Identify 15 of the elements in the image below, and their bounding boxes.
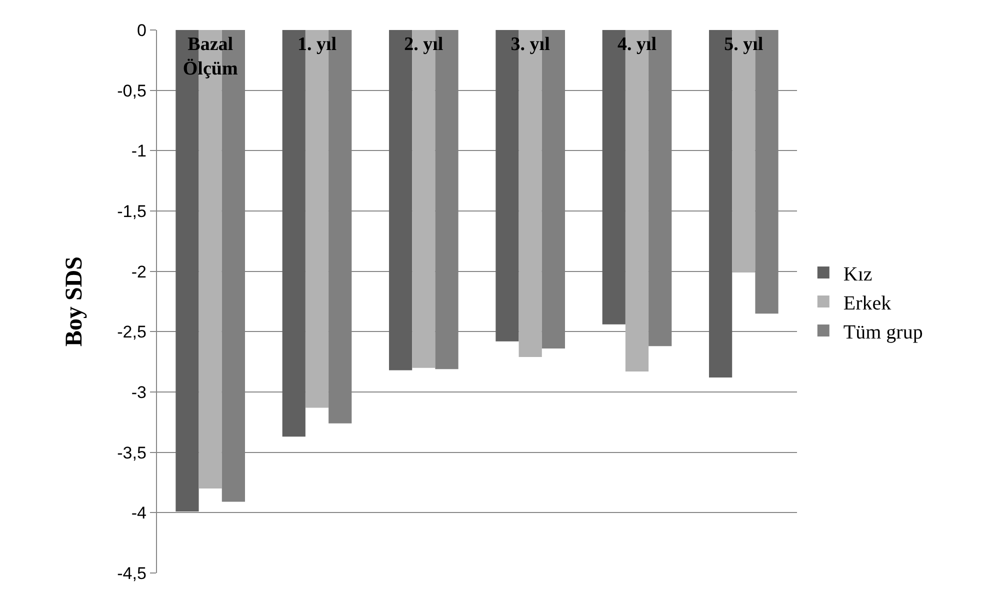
y-tick-label: -1	[131, 142, 146, 161]
y-tick-label: -3,5	[117, 443, 146, 462]
y-tick-label: -3	[131, 382, 146, 402]
legend-label: Tüm grup	[843, 321, 923, 344]
y-axis-title: Boy SDS	[61, 256, 88, 347]
y-tick-label: -4,5	[117, 564, 146, 583]
y-tick-label: -1,5	[117, 202, 146, 221]
legend-label: Erkek	[843, 292, 892, 314]
y-tick-label: -2	[131, 262, 146, 282]
y-tick-label: -4	[131, 504, 146, 523]
y-tick-label: -0,5	[117, 81, 146, 100]
y-tick-label: 0	[136, 20, 146, 40]
y-tick-label: -2,5	[117, 322, 146, 342]
legend-label: Kız	[843, 263, 872, 286]
x-tick-label: Bazal Ölçüm	[182, 34, 238, 80]
